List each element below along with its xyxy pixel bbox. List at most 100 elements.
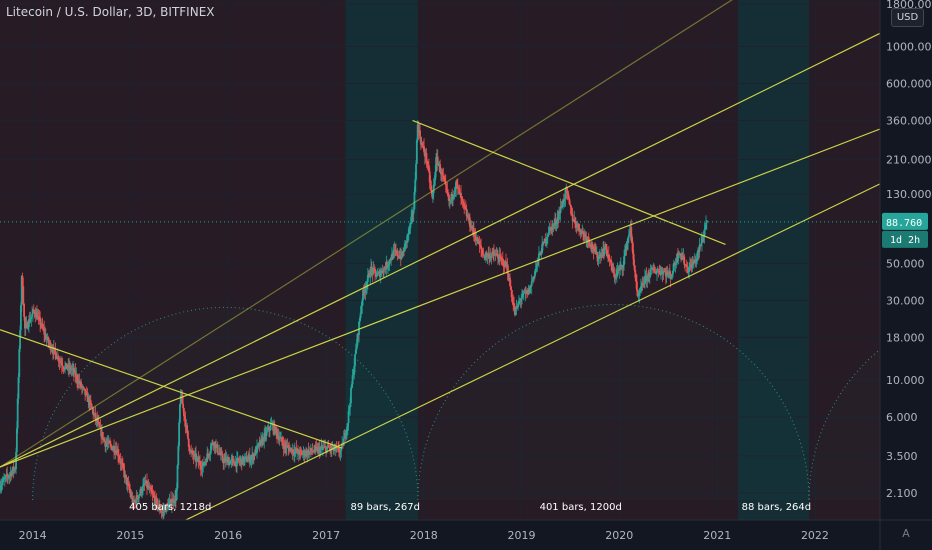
candle-up <box>301 453 304 455</box>
candle-down <box>183 408 185 416</box>
candle-up <box>30 316 33 320</box>
candle-up <box>144 482 147 484</box>
candle-up <box>211 442 213 446</box>
price-axis[interactable]: 1800.000 1000.000 600.000 360.000 210.000 130… <box>886 0 932 500</box>
candle-down <box>428 171 431 183</box>
candle-up <box>7 476 10 478</box>
candle-down <box>276 431 278 437</box>
candle-down <box>439 164 442 173</box>
candle-up <box>411 212 413 217</box>
candle-up <box>437 164 440 166</box>
trend-line-2[interactable] <box>0 128 880 468</box>
candle-down <box>55 352 58 359</box>
candle-up <box>161 511 164 514</box>
candle-down <box>199 465 202 469</box>
candle-up <box>452 194 455 197</box>
trend-line-4[interactable] <box>0 329 343 449</box>
candle-up <box>19 305 22 331</box>
candle-down <box>648 272 650 277</box>
candle-down <box>43 328 46 335</box>
candle-up <box>304 454 307 457</box>
candle-up <box>346 427 348 434</box>
candle-down <box>74 370 77 378</box>
time-tick-label: 2020 <box>605 529 633 542</box>
candle-up <box>353 366 356 375</box>
candle-up <box>359 312 362 319</box>
trend-line-0[interactable] <box>0 0 763 468</box>
trend-line-1[interactable] <box>0 32 880 468</box>
candle-down <box>187 438 190 447</box>
candle-down <box>512 302 515 304</box>
candle-up <box>8 474 11 477</box>
candle-up <box>142 482 145 486</box>
candle-up <box>352 374 355 376</box>
candle-up <box>540 253 543 256</box>
candle-up <box>619 267 621 269</box>
candle-down <box>421 143 424 146</box>
cycle-zones <box>0 0 880 520</box>
candle-down <box>509 277 511 286</box>
candle-down <box>631 236 633 244</box>
price-tick-label: 210.000 <box>886 154 932 167</box>
candle-up <box>564 190 567 200</box>
candle-down <box>589 244 592 247</box>
currency-button[interactable]: USD <box>891 8 924 27</box>
candle-up <box>339 450 342 454</box>
candle-up <box>655 272 658 274</box>
candle-down <box>511 297 514 303</box>
candle-up <box>671 273 674 276</box>
channel-lines[interactable] <box>0 0 880 533</box>
candle-down <box>448 194 450 202</box>
candle-down <box>683 256 686 265</box>
candle-down <box>281 437 283 442</box>
candle-down <box>136 495 139 499</box>
candle-down <box>444 179 446 183</box>
candle-down <box>39 317 42 325</box>
trend-line-5[interactable] <box>412 119 726 245</box>
candle-down <box>560 206 563 207</box>
candle-down <box>634 270 637 278</box>
candle-down <box>130 493 132 497</box>
candle-down <box>499 254 502 257</box>
candle-up <box>542 242 544 245</box>
candle-down <box>613 273 616 278</box>
candle-up <box>239 460 242 462</box>
chart-title: Litecoin / U.S. Dollar, 3D, BITFINEX <box>6 5 215 19</box>
candle-up <box>263 433 266 442</box>
candle-down <box>386 261 389 267</box>
candle-down <box>184 418 187 428</box>
candle-down <box>500 256 503 259</box>
price-tick-label: 600.000 <box>886 78 932 91</box>
candle-down <box>91 407 94 410</box>
candle-up <box>259 439 262 447</box>
candle-up <box>29 319 32 322</box>
candle-up <box>223 459 225 464</box>
candle-up <box>491 251 494 255</box>
candle-down <box>436 156 439 166</box>
candle-up <box>358 321 360 336</box>
candle-up <box>369 275 372 277</box>
candle-down <box>151 493 154 495</box>
auto-scale-button[interactable]: A <box>902 527 910 540</box>
candle-down <box>211 442 214 444</box>
candle-up <box>520 298 523 301</box>
candle-up <box>534 268 537 272</box>
candle-down <box>221 454 224 461</box>
candle-up <box>455 180 458 189</box>
candle-down <box>403 251 405 252</box>
candle-up <box>0 484 3 487</box>
candle-up <box>379 273 382 278</box>
candle-up <box>705 220 708 223</box>
candle-down <box>181 394 184 404</box>
candle-down <box>121 462 123 465</box>
price-tick-label: 360.000 <box>886 114 932 127</box>
candle-up <box>434 171 437 180</box>
candle-up <box>208 453 211 456</box>
time-axis[interactable]: 2014 2015 2016 2017 2018 2019 2020 2021 2022 <box>19 529 829 542</box>
candle-up <box>358 318 361 322</box>
candle-up <box>586 240 589 242</box>
trend-line-3[interactable] <box>158 183 880 533</box>
candle-up <box>20 276 23 306</box>
candle-down <box>166 504 168 506</box>
